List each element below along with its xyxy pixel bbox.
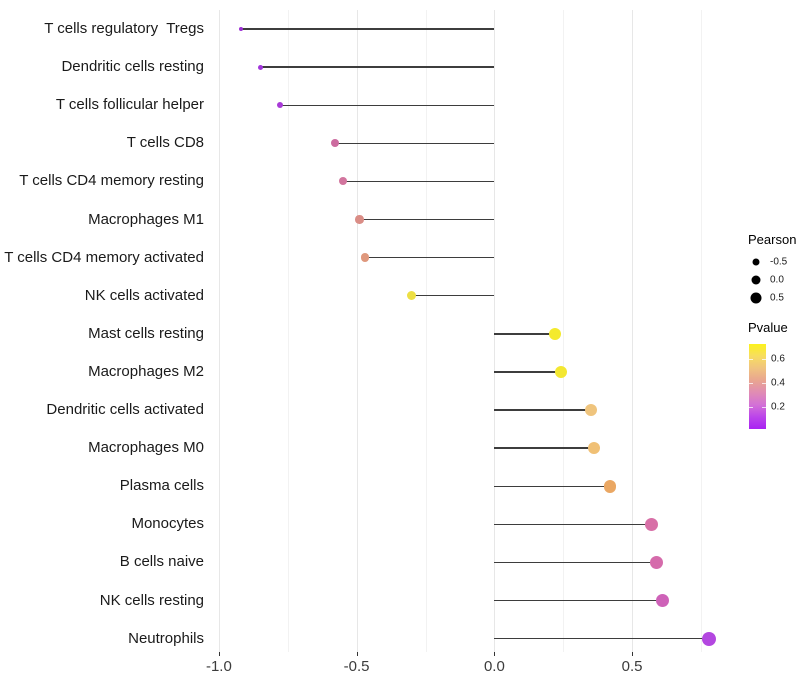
lollipop-segment (494, 523, 652, 525)
legend-size-dot-large (748, 289, 764, 307)
lollipop-dot (702, 631, 717, 646)
lollipop-segment (260, 66, 495, 68)
y-axis-label: Plasma cells (119, 477, 204, 495)
gridline-major (632, 10, 634, 652)
legend-size-label: -0.5 (770, 256, 788, 268)
x-axis-tick (632, 652, 634, 656)
gridline-minor (701, 10, 702, 652)
gridline-minor (425, 10, 427, 652)
y-axis-label: Mast cells resting (88, 324, 204, 342)
lollipop-dot (650, 555, 664, 569)
pvalue-tick-label: 0.2 (771, 401, 785, 413)
colorbar-tick (762, 407, 766, 408)
lollipop-segment (364, 256, 495, 259)
y-axis-label: T cells CD8 (126, 134, 204, 152)
colorbar-tick (762, 359, 766, 360)
lollipop-dot (549, 327, 561, 340)
colorbar-tick (749, 383, 753, 384)
legend-title-pearson: Pearson (748, 232, 797, 247)
legend-size-dot-medium (748, 271, 764, 289)
legend-size-label: 0.0 (770, 274, 784, 286)
lollipop-dot (644, 517, 658, 531)
lollipop-dot (330, 139, 339, 148)
x-axis-tick-label: 0.5 (621, 658, 643, 675)
y-axis-label: T cells regulatory Tregs (44, 20, 204, 37)
plot-panel (212, 10, 717, 652)
lollipop-segment (334, 142, 495, 145)
lollipop-dot (276, 102, 283, 109)
pvalue-colorbar-wrap: 0.6 0.4 0.2 (749, 344, 799, 429)
colorbar-tick (762, 383, 766, 384)
pvalue-colorbar (749, 344, 766, 429)
gridline-minor (563, 10, 565, 652)
lollipop-segment (494, 485, 611, 487)
y-axis-label: Macrophages M1 (88, 210, 204, 228)
y-axis-label: T cells follicular helper (55, 96, 204, 114)
x-axis-tick-label: -0.5 (343, 658, 370, 675)
lollipop-segment (494, 371, 561, 373)
x-axis-tick-label: -1.0 (205, 658, 232, 675)
y-axis-label: Dendritic cells activated (46, 401, 204, 418)
lollipop-dot (655, 594, 669, 607)
lollipop-dot (587, 442, 600, 455)
y-axis-label: Macrophages M0 (88, 439, 204, 457)
colorbar-tick (749, 407, 753, 408)
lollipop-segment (359, 218, 495, 221)
pvalue-tick-label: 0.4 (771, 377, 785, 389)
legend-title-pvalue: Pvalue (748, 320, 788, 335)
lollipop-dot (257, 64, 263, 70)
colorbar-tick (749, 359, 753, 360)
legend-size-dot-small (748, 253, 764, 271)
x-axis-tick (494, 652, 496, 656)
y-axis-label: Neutrophils (128, 629, 204, 647)
x-axis-tick (356, 652, 358, 656)
legend-size-entry: 0.5 (748, 289, 800, 307)
lollipop-segment (494, 333, 555, 335)
y-axis-label: Dendritic cells resting (61, 58, 204, 76)
lollipop-dot (603, 480, 617, 493)
lollipop-dot (338, 177, 347, 186)
y-axis-label: T cells CD4 memory activated (4, 248, 204, 266)
y-axis-label: T cells CD4 memory resting (19, 172, 204, 190)
lollipop-segment (494, 561, 657, 564)
lollipop-segment (494, 599, 663, 602)
gridline-minor (287, 10, 289, 652)
y-axis-label: NK cells resting (99, 591, 204, 609)
legend-size-label: 0.5 (770, 292, 784, 304)
lollipop-dot (360, 253, 370, 262)
gridline-major (218, 10, 220, 652)
gridline-major (494, 10, 496, 652)
pvalue-tick-label: 0.6 (771, 353, 785, 365)
x-axis-tick (218, 652, 220, 656)
lollipop-segment (411, 294, 495, 297)
legend-size-entry: 0.0 (748, 271, 800, 289)
lollipop-segment (240, 28, 495, 30)
y-axis-label: Macrophages M2 (88, 362, 204, 380)
lollipop-segment (494, 409, 591, 411)
y-axis-label: Monocytes (131, 515, 204, 533)
lollipop-dot (407, 291, 417, 301)
lollipop-segment (279, 104, 495, 106)
x-axis-tick-label: 0.0 (483, 658, 505, 675)
gridline-major (356, 10, 358, 652)
lollipop-dot (584, 404, 597, 416)
legend-size-entry: -0.5 (748, 253, 800, 271)
lollipop-segment (342, 180, 495, 183)
lollipop-dot (238, 27, 243, 31)
y-axis-label: B cells naive (119, 553, 204, 571)
y-axis-label: NK cells activated (84, 286, 204, 304)
lollipop-segment (494, 637, 710, 640)
lollipop-dot (554, 365, 567, 378)
lollipop-segment (494, 447, 594, 449)
lollipop-dot (355, 215, 364, 224)
